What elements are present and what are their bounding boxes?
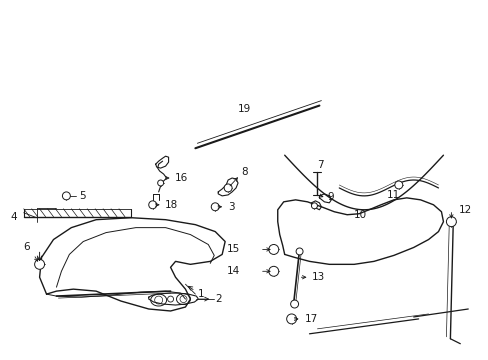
Text: 7: 7: [317, 160, 324, 170]
Text: 10: 10: [353, 210, 366, 220]
Circle shape: [148, 201, 156, 209]
Text: 1: 1: [197, 289, 203, 299]
Text: 16: 16: [174, 173, 187, 183]
Circle shape: [211, 203, 219, 211]
Circle shape: [268, 244, 278, 255]
Circle shape: [296, 248, 303, 255]
Circle shape: [290, 300, 298, 308]
Circle shape: [157, 180, 163, 186]
Circle shape: [311, 203, 317, 209]
Text: 9: 9: [326, 192, 333, 202]
Text: 2: 2: [215, 294, 222, 304]
Circle shape: [224, 184, 232, 192]
Circle shape: [286, 314, 296, 324]
Circle shape: [446, 217, 455, 227]
Text: 12: 12: [457, 205, 470, 215]
Circle shape: [268, 266, 278, 276]
Text: 6: 6: [24, 243, 30, 252]
Text: 11: 11: [386, 190, 399, 200]
Text: 19: 19: [238, 104, 251, 113]
Text: 5: 5: [79, 191, 86, 201]
Text: 3: 3: [228, 202, 234, 212]
Text: 18: 18: [164, 200, 178, 210]
Circle shape: [167, 296, 173, 302]
Text: 13: 13: [311, 272, 324, 282]
Text: 15: 15: [226, 244, 240, 255]
Text: 14: 14: [226, 266, 240, 276]
Text: 8: 8: [241, 167, 247, 177]
Text: 17: 17: [304, 314, 317, 324]
Circle shape: [35, 260, 44, 269]
Text: 4: 4: [10, 212, 17, 222]
Circle shape: [62, 192, 70, 200]
Circle shape: [394, 181, 402, 189]
